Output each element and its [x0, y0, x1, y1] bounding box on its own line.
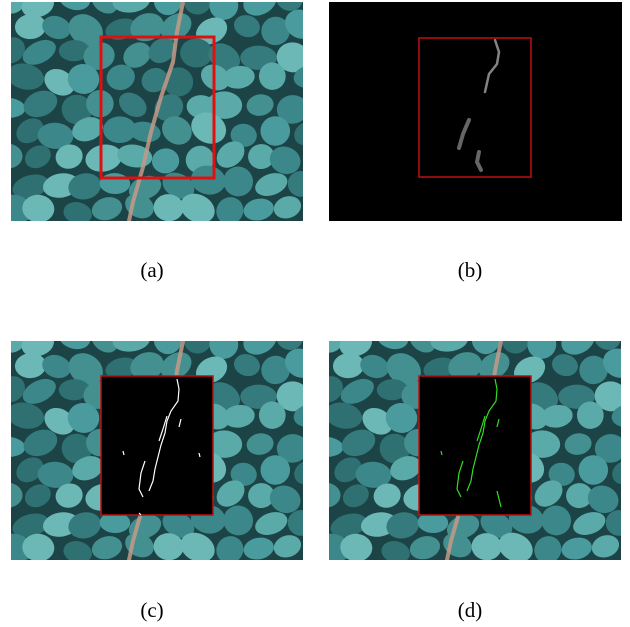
difference-image [329, 2, 622, 221]
rock-image [0, 0, 326, 230]
region-box [101, 376, 213, 515]
region-box [419, 376, 531, 515]
caption: (b) [458, 258, 483, 282]
caption: (a) [140, 258, 163, 282]
panel-d [307, 320, 630, 569]
page: {"captions": ["(a)", "(b)", "(c)", "(d)"… [0, 0, 630, 627]
caption: (d) [458, 598, 483, 622]
panel-a [0, 0, 326, 230]
page-body: (a) (b) (c) [0, 0, 630, 627]
panel-b [329, 2, 622, 221]
caption: (c) [140, 598, 163, 622]
panel-c [0, 320, 326, 569]
figure: (a) (b) (c) [0, 0, 630, 627]
